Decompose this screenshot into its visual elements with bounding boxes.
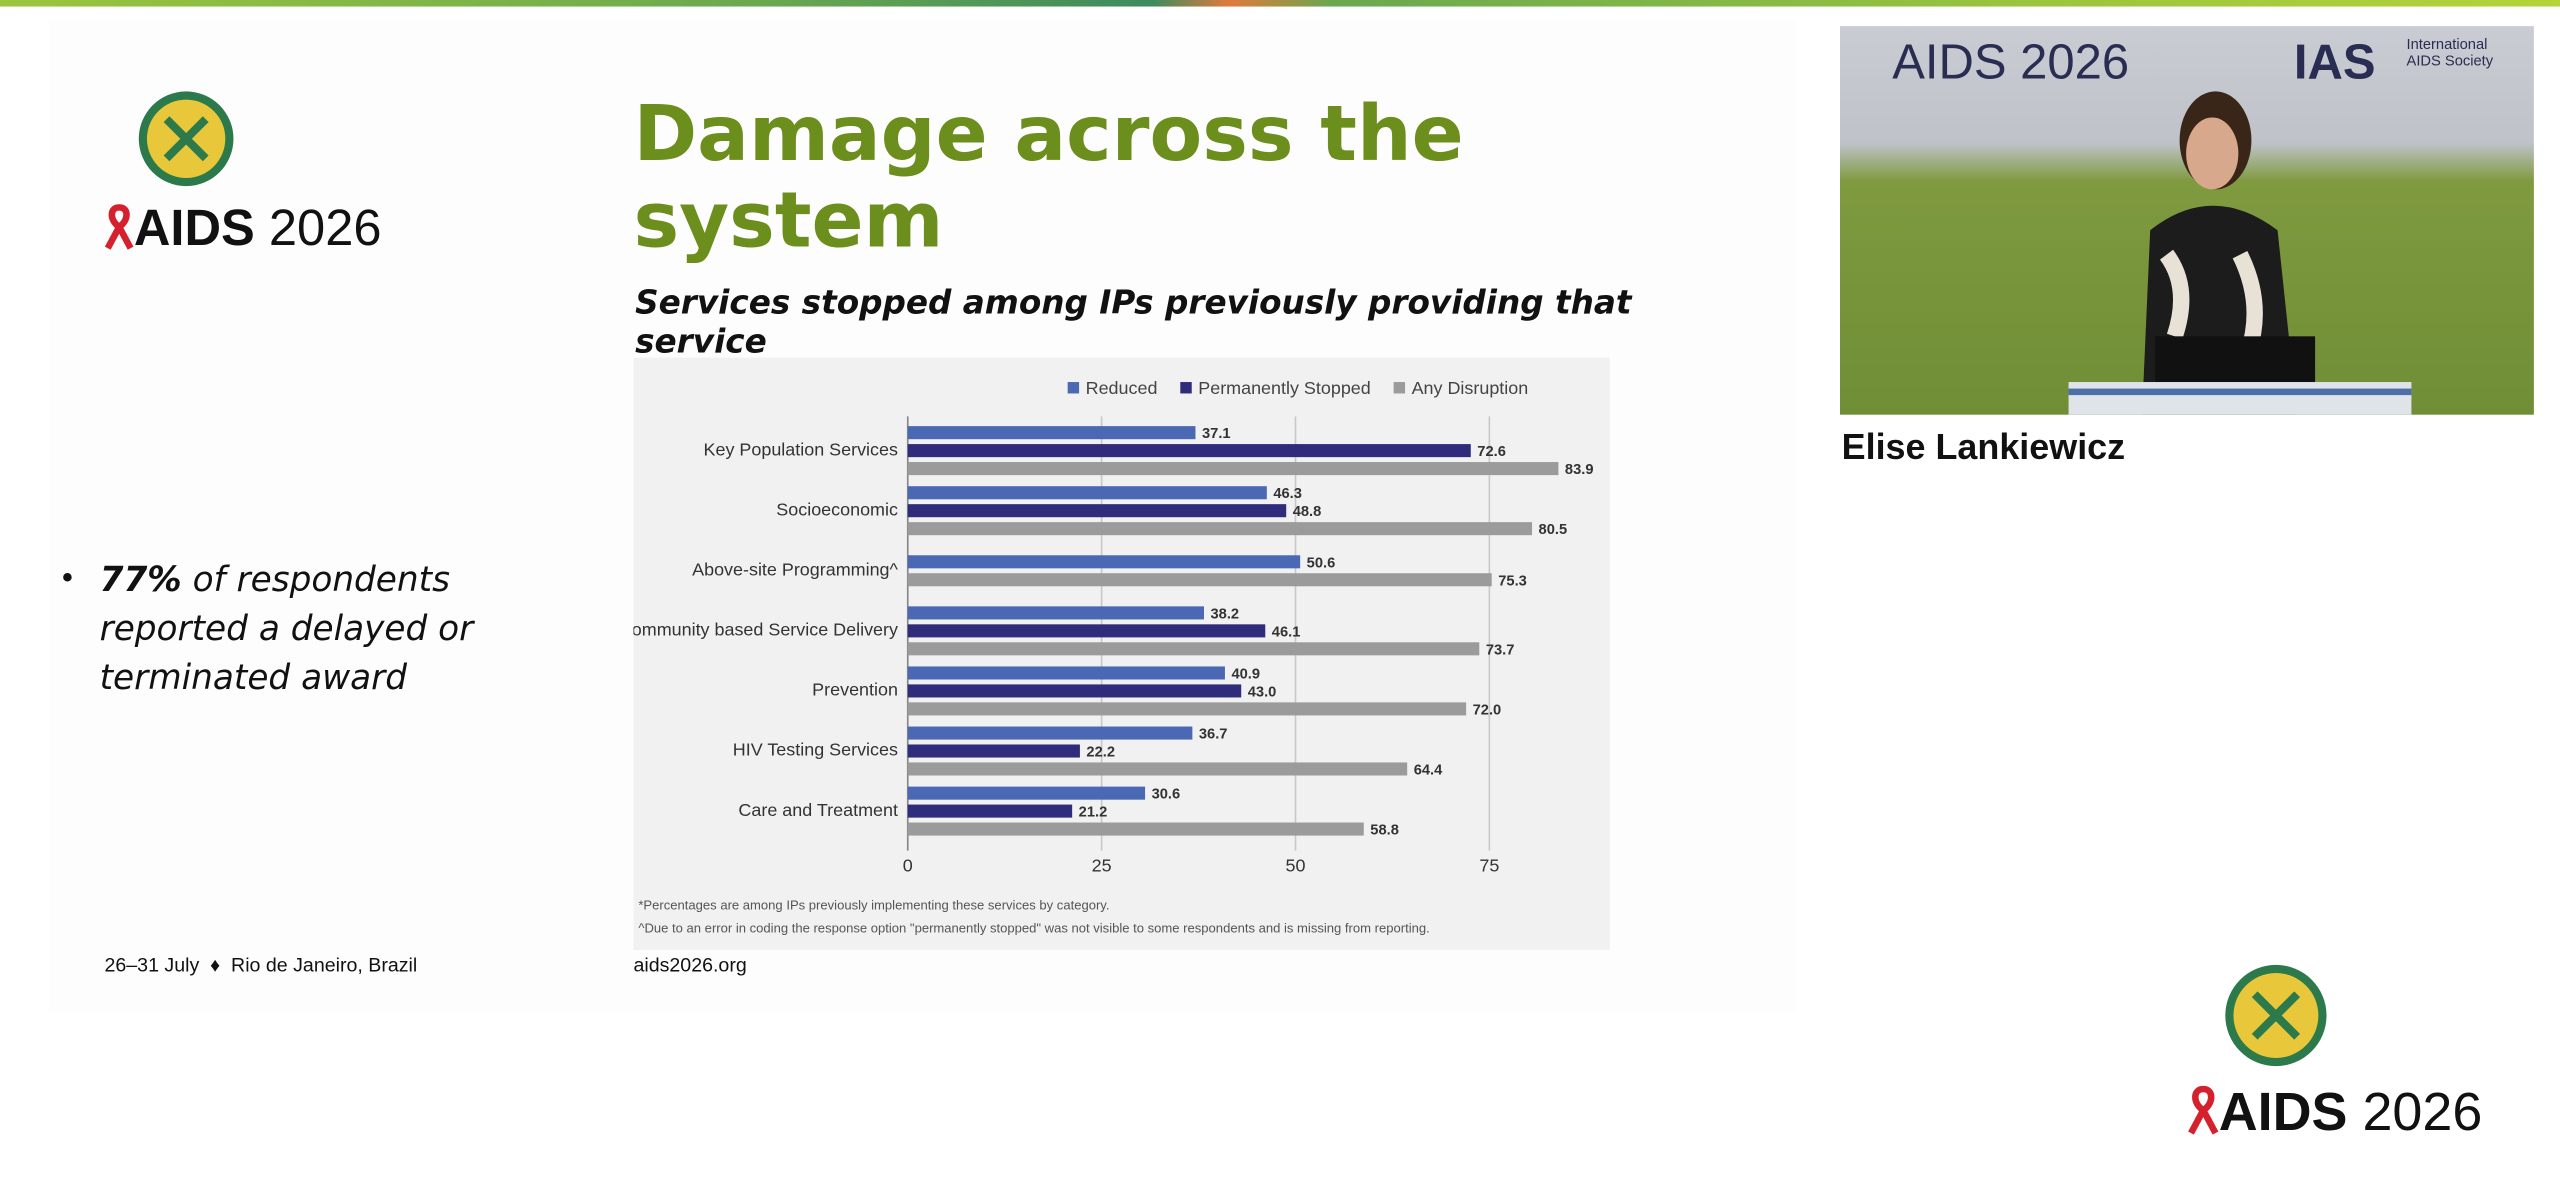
bar bbox=[907, 822, 1364, 836]
value-label: 80.5 bbox=[1539, 522, 1568, 538]
video-org-full: International AIDS Society bbox=[2406, 35, 2494, 69]
slide-title: Damage across the system bbox=[633, 89, 1464, 267]
video: AIDS 2026 IAS International AIDS Society bbox=[1839, 26, 2534, 415]
legend-label: Permanently Stopped bbox=[1198, 378, 1371, 398]
value-label: 72.6 bbox=[1477, 444, 1506, 460]
bar bbox=[907, 726, 1193, 740]
value-label: 21.2 bbox=[1079, 805, 1108, 821]
bullet-emphasis: 77% bbox=[99, 559, 182, 600]
logo-year: 2026 bbox=[2362, 1080, 2483, 1142]
footer-dates: 26–31 July ♦ Rio de Janeiro, Brazil bbox=[104, 953, 418, 977]
value-label: 37.1 bbox=[1202, 426, 1231, 442]
legend-swatch bbox=[1393, 382, 1406, 394]
value-label: 46.1 bbox=[1272, 624, 1301, 640]
bar bbox=[907, 762, 1408, 776]
logo-name: AIDS bbox=[2218, 1080, 2348, 1142]
ribbon bbox=[2188, 1085, 2219, 1135]
category-label: Community based Service Delivery bbox=[633, 620, 898, 640]
emblem-mark bbox=[2251, 991, 2301, 1040]
bar bbox=[907, 573, 1492, 587]
chart: 0 25 50 75 Reduced Permanently Stopped Any Dis… bbox=[633, 357, 1610, 951]
bar bbox=[907, 426, 1196, 440]
bar bbox=[907, 522, 1533, 536]
emblem bbox=[138, 91, 234, 187]
bullet-text: of respondents reported a delayed or ter… bbox=[99, 559, 474, 698]
footer-location: Rio de Janeiro, Brazil bbox=[231, 953, 418, 977]
legend-label: Any Disruption bbox=[1412, 378, 1529, 398]
bar bbox=[907, 642, 1480, 656]
video-org: IAS bbox=[2293, 35, 2376, 90]
legend-label: Reduced bbox=[1086, 378, 1158, 398]
value-label: 38.2 bbox=[1211, 606, 1240, 622]
value-label: 48.8 bbox=[1293, 504, 1322, 520]
footer-url: aids2026.org bbox=[633, 953, 747, 977]
category-label: Prevention bbox=[812, 680, 898, 700]
value-label: 75.3 bbox=[1498, 573, 1527, 589]
legend-swatch bbox=[1180, 382, 1192, 394]
value-label: 64.4 bbox=[1414, 762, 1443, 778]
speaker-figure bbox=[2068, 91, 2412, 415]
value-label: 58.8 bbox=[1370, 823, 1399, 839]
bar bbox=[907, 702, 1467, 716]
legend-swatch bbox=[1067, 382, 1080, 394]
value-label: 50.6 bbox=[1307, 555, 1336, 571]
value-label: 40.9 bbox=[1231, 666, 1260, 682]
logo-name: AIDS bbox=[133, 199, 255, 257]
footer-date: 26–31 July bbox=[104, 953, 200, 977]
category-label: Above-site Programming^ bbox=[692, 560, 898, 580]
value-label: 22.2 bbox=[1086, 745, 1115, 761]
value-label: 46.3 bbox=[1273, 486, 1302, 502]
bar bbox=[907, 624, 1266, 638]
value-label: 72.0 bbox=[1473, 702, 1502, 718]
x-tick-label: 0 bbox=[903, 856, 913, 876]
value-label: 43.0 bbox=[1248, 684, 1277, 700]
bar bbox=[907, 744, 1080, 758]
speaker-name: Elise Lankiewicz bbox=[1841, 426, 2126, 467]
category-label: Key Population Services bbox=[704, 439, 898, 459]
logo: AIDS 2026 bbox=[2188, 1080, 2483, 1143]
category-label: HIV Testing Services bbox=[733, 740, 898, 760]
top-strip bbox=[0, 0, 2560, 7]
footnote: ^Due to an error in coding the response … bbox=[638, 920, 1429, 935]
emblem bbox=[2225, 964, 2327, 1067]
bullet-dot: • bbox=[58, 561, 77, 596]
bar bbox=[907, 504, 1287, 518]
x-tick-label: 50 bbox=[1286, 856, 1306, 876]
bar bbox=[907, 804, 1073, 818]
value-label: 36.7 bbox=[1199, 727, 1228, 743]
video-event: AIDS 2026 bbox=[1892, 35, 2130, 90]
bullet: 77% of respondents reported a delayed or… bbox=[100, 555, 541, 702]
bar bbox=[907, 684, 1242, 698]
bar bbox=[907, 555, 1301, 569]
bar bbox=[907, 462, 1559, 476]
logo-year: 2026 bbox=[268, 199, 382, 257]
category-label: Socioeconomic bbox=[776, 499, 898, 519]
bar bbox=[907, 606, 1204, 620]
logo: AIDS 2026 bbox=[104, 199, 382, 258]
x-tick-label: 25 bbox=[1092, 856, 1112, 876]
category-label: Care and Treatment bbox=[738, 800, 898, 820]
bar bbox=[907, 444, 1471, 458]
emblem-mark bbox=[163, 116, 209, 162]
footnote: *Percentages are among IPs previously im… bbox=[638, 898, 1109, 913]
slide-subtitle: Services stopped among IPs previously pr… bbox=[635, 282, 1632, 361]
bar bbox=[907, 666, 1225, 680]
x-tick-label: 75 bbox=[1479, 856, 1499, 876]
ribbon bbox=[104, 204, 134, 250]
value-label: 73.7 bbox=[1486, 642, 1515, 658]
value-label: 83.9 bbox=[1565, 462, 1594, 478]
bar bbox=[907, 786, 1146, 800]
value-label: 30.6 bbox=[1152, 787, 1181, 803]
bar bbox=[907, 486, 1267, 500]
